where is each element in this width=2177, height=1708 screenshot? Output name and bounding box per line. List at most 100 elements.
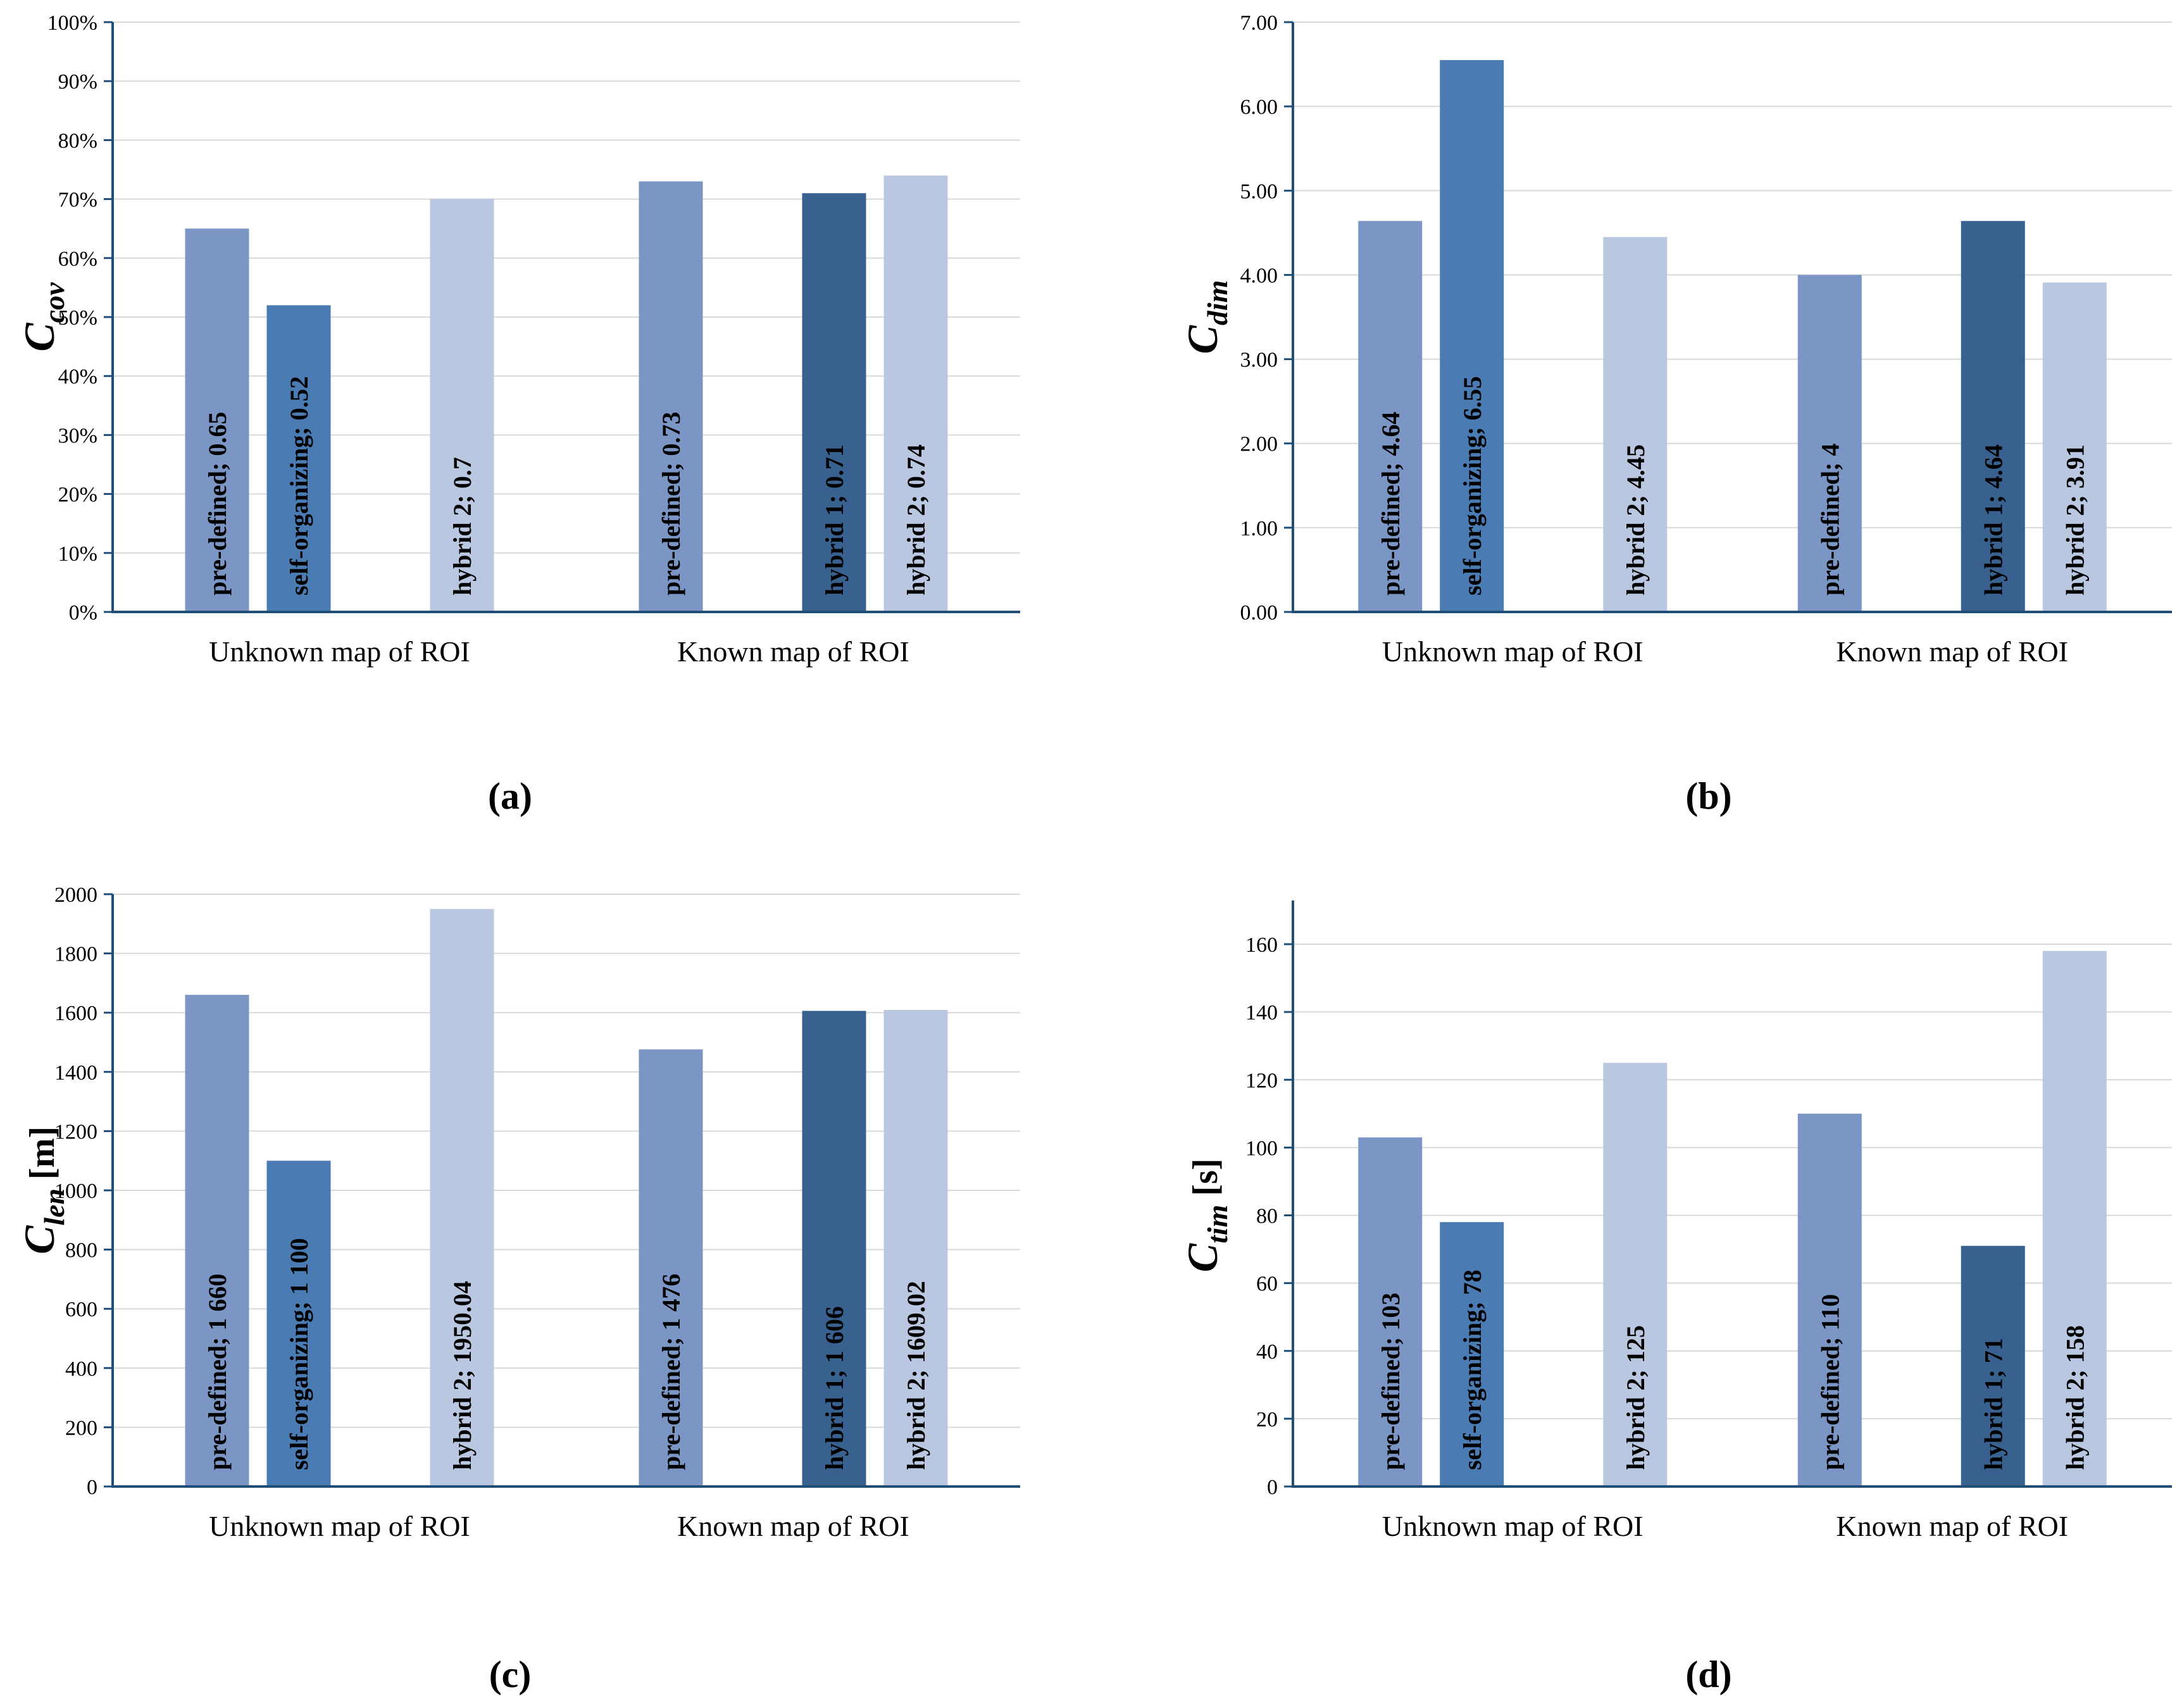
y-tick-label: 1.00 [1240, 517, 1278, 540]
bar-pre-defined [639, 1049, 703, 1487]
bar-hybrid 2 [2042, 951, 2107, 1487]
y-tick-label: 400 [65, 1357, 97, 1381]
bar-label: pre-defined; 110 [1816, 1294, 1844, 1470]
category-label: Unknown map of ROI [209, 1510, 470, 1542]
y-tick-label: 20 [1256, 1408, 1278, 1431]
bar-hybrid 1 [1961, 1245, 2025, 1487]
bar-label: pre-defined; 1 476 [657, 1274, 685, 1470]
y-axis-title: Clen [m] [15, 1126, 70, 1254]
bar-label: hybrid 1; 1 606 [820, 1306, 849, 1470]
category-label: Unknown map of ROI [209, 635, 470, 668]
category-label: Unknown map of ROI [1382, 1510, 1644, 1542]
y-tick-label: 0% [69, 601, 97, 625]
y-tick-label: 800 [65, 1239, 97, 1262]
bar-label: hybrid 2; 1609.02 [902, 1281, 930, 1470]
bar-pre-defined [1358, 1137, 1423, 1487]
bar-label: hybrid 2; 3.91 [2061, 444, 2089, 595]
bar-hybrid 1 [802, 193, 866, 612]
y-tick-label: 40% [58, 365, 97, 389]
category-label: Known map of ROI [1836, 635, 2068, 668]
y-tick-label: 6.00 [1240, 96, 1278, 119]
bar-hybrid 2 [2042, 282, 2107, 612]
chart-d: pre-defined; 103 self-organizing; 78 hybri… [1178, 901, 2172, 1542]
bar-pre-defined [1797, 1113, 1862, 1487]
bar-self-organizing [1440, 1222, 1504, 1487]
y-tick-label: 7.00 [1240, 11, 1278, 35]
y-tick-label: 40 [1256, 1340, 1278, 1364]
y-tick-label: 3.00 [1240, 349, 1278, 372]
bar-self-organizing [1440, 59, 1504, 612]
bar-label: hybrid 1; 4.64 [1979, 444, 2007, 595]
y-tick-label: 90% [58, 70, 97, 94]
y-axis-title: Ccov [15, 282, 70, 352]
bar-label: pre-defined; 0.65 [203, 412, 232, 595]
bar-hybrid 2 [883, 175, 948, 612]
y-tick-label: 50% [58, 306, 97, 330]
bar-label: hybrid 1; 71 [1979, 1338, 2007, 1470]
bar-label: self-organizing; 1 100 [285, 1238, 313, 1470]
bar-pre-defined [185, 995, 249, 1487]
y-tick-label: 70% [58, 189, 97, 212]
chart-b: pre-defined; 4.64 self-organizing; 6.55 hy… [1178, 11, 2172, 668]
category-label: Known map of ROI [677, 635, 909, 668]
bar-label: self-organizing; 0.52 [285, 376, 313, 595]
bar-label: pre-defined; 1 660 [203, 1274, 232, 1470]
bar-label: hybrid 2; 158 [2061, 1325, 2089, 1470]
y-tick-label: 10% [58, 542, 97, 566]
y-tick-label: 2000 [54, 883, 97, 907]
bar-label: self-organizing; 78 [1458, 1269, 1487, 1470]
bar-label: hybrid 1; 0.71 [820, 444, 849, 595]
y-axis-title: Ctim [s] [1178, 1159, 1233, 1273]
y-tick-label: 0.00 [1240, 601, 1278, 625]
bar-label: hybrid 2; 0.74 [902, 444, 930, 595]
bar-pre-defined [1797, 275, 1862, 612]
y-tick-label: 5.00 [1240, 180, 1278, 203]
y-tick-label: 0 [87, 1476, 97, 1499]
bar-hybrid 2 [1603, 1063, 1668, 1487]
y-tick-label: 80 [1256, 1205, 1278, 1228]
bar-label: pre-defined; 0.73 [657, 412, 685, 595]
y-tick-label: 2.00 [1240, 433, 1278, 456]
bar-self-organizing [266, 305, 331, 612]
bar-label: hybrid 2; 0.7 [448, 457, 477, 595]
y-tick-label: 120 [1245, 1069, 1278, 1092]
category-label: Unknown map of ROI [1382, 635, 1644, 668]
bar-self-organizing [266, 1161, 331, 1487]
bar-pre-defined [1358, 221, 1423, 612]
bar-hybrid 2 [883, 1009, 948, 1487]
caption-c: (c) [489, 1654, 532, 1695]
chart-c: pre-defined; 1 660 self-organizing; 1 100… [15, 883, 1020, 1542]
y-tick-label: 1400 [54, 1061, 97, 1085]
y-tick-label: 1800 [54, 943, 97, 966]
y-tick-label: 4.00 [1240, 264, 1278, 287]
y-tick-label: 30% [58, 424, 97, 447]
bar-label: hybrid 2; 125 [1621, 1325, 1650, 1470]
y-axis-title: Cdim [1178, 280, 1233, 354]
bar-pre-defined [639, 181, 703, 612]
y-tick-label: 100% [47, 11, 97, 35]
y-tick-label: 160 [1245, 933, 1278, 957]
y-tick-label: 1000 [54, 1180, 97, 1203]
y-tick-label: 100 [1245, 1137, 1278, 1160]
y-tick-label: 80% [58, 129, 97, 153]
chart-a: pre-defined; 0.65 self-organizing; 0.52 hy… [15, 11, 1020, 668]
y-tick-label: 0 [1267, 1476, 1278, 1499]
bar-hybrid 2 [430, 199, 494, 613]
bar-label: hybrid 2; 4.45 [1621, 444, 1650, 595]
bar-label: pre-defined; 4 [1816, 444, 1844, 595]
caption-d: (d) [1685, 1654, 1732, 1695]
caption-a: (a) [488, 775, 532, 817]
bar-pre-defined [185, 228, 249, 612]
y-tick-label: 60% [58, 247, 97, 271]
y-tick-label: 1200 [54, 1120, 97, 1144]
y-tick-label: 1600 [54, 1002, 97, 1025]
y-tick-label: 200 [65, 1416, 97, 1440]
bar-hybrid 1 [802, 1011, 866, 1487]
bar-label: pre-defined; 103 [1376, 1293, 1405, 1470]
y-tick-label: 60 [1256, 1273, 1278, 1296]
y-tick-label: 20% [58, 483, 97, 507]
category-label: Known map of ROI [677, 1510, 909, 1542]
bar-label: pre-defined; 4.64 [1376, 412, 1405, 595]
